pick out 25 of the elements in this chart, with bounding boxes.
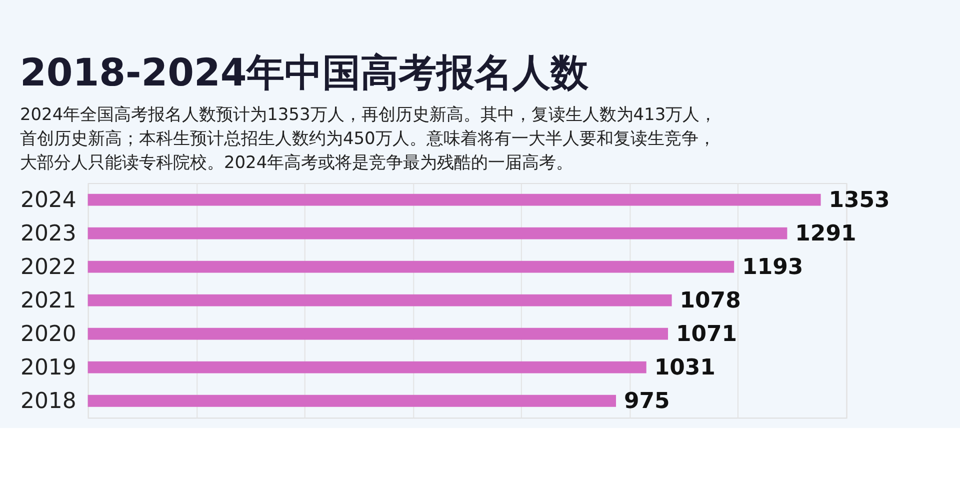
y-tick-label: 2019 xyxy=(20,355,76,380)
data-label: 1071 xyxy=(676,322,738,347)
y-tick-label: 2020 xyxy=(20,322,76,347)
text: 首创历史新高；本科生预计总招生人数约为450万人。意味着将有一大半人要和复读生竞争， xyxy=(20,128,716,148)
data-label: 975 xyxy=(624,388,670,414)
text: 2024年全国高考报名人数预计为1353万人，再创历史新高。其中，复读生人数为413万人， xyxy=(20,104,717,124)
bar xyxy=(88,361,646,374)
y-tick-label: 2024 xyxy=(20,188,76,213)
y-tick-label: 2023 xyxy=(20,221,76,246)
data-label: 1291 xyxy=(795,221,856,246)
bar xyxy=(88,294,672,306)
bar xyxy=(88,194,821,206)
bar xyxy=(88,260,734,273)
data-label: 1031 xyxy=(654,355,716,380)
y-tick-label: 2021 xyxy=(20,288,76,314)
data-label: 1353 xyxy=(828,188,890,213)
bar xyxy=(88,394,616,407)
bar xyxy=(88,227,788,240)
chart-title: 2018-2024年中国高考报名人数 xyxy=(20,50,590,94)
bar xyxy=(88,328,668,340)
data-label: 1078 xyxy=(680,288,741,314)
y-tick-label: 2018 xyxy=(20,388,76,414)
y-tick-label: 2022 xyxy=(20,254,76,280)
text: 大部分人只能读专科院校。2024年高考或将是竞争最为残酷的一届高考。 xyxy=(20,152,574,172)
data-label: 1193 xyxy=(742,254,804,280)
